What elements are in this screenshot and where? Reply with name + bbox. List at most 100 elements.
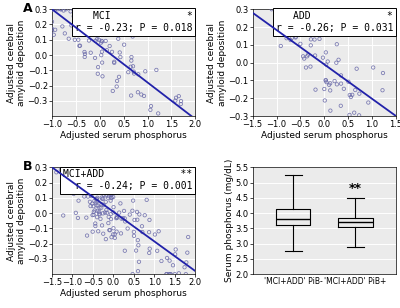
Point xyxy=(184,250,190,255)
Point xyxy=(183,272,189,277)
Point xyxy=(346,112,353,117)
Point xyxy=(122,248,128,253)
Point xyxy=(74,167,81,172)
Point xyxy=(113,229,120,234)
Point xyxy=(172,98,178,103)
Point xyxy=(50,32,57,37)
Point xyxy=(77,176,84,181)
X-axis label: Adjusted serum phosphorus: Adjusted serum phosphorus xyxy=(261,131,388,140)
Point xyxy=(124,226,131,231)
Point xyxy=(158,258,165,263)
Point xyxy=(327,81,333,86)
Point xyxy=(83,30,90,35)
Point xyxy=(88,22,95,27)
Point xyxy=(49,19,55,24)
Point xyxy=(86,176,93,181)
Point xyxy=(83,215,90,220)
Point xyxy=(129,208,136,213)
Point xyxy=(146,217,153,222)
Point xyxy=(92,221,98,226)
Point xyxy=(164,256,170,261)
Point xyxy=(287,38,294,43)
Point xyxy=(326,82,332,87)
Point xyxy=(94,37,100,42)
Point xyxy=(118,216,125,221)
Point xyxy=(91,7,98,12)
Point xyxy=(63,7,69,12)
Point xyxy=(86,21,93,26)
Point xyxy=(135,72,142,77)
Point xyxy=(278,43,284,48)
Point xyxy=(89,9,96,14)
Point xyxy=(70,14,77,19)
Point xyxy=(176,271,182,276)
Point xyxy=(98,40,104,45)
Point xyxy=(126,212,133,217)
Point xyxy=(58,7,64,12)
Point xyxy=(106,43,113,48)
Point xyxy=(163,272,170,277)
Point xyxy=(111,19,117,24)
Point xyxy=(120,216,126,221)
Point xyxy=(170,263,176,268)
Point xyxy=(70,192,77,197)
Point xyxy=(146,250,152,255)
Point xyxy=(131,71,137,76)
Point xyxy=(311,37,318,42)
Point xyxy=(135,90,141,95)
Point xyxy=(74,17,80,22)
Point xyxy=(122,216,128,221)
Point xyxy=(102,210,108,215)
Point xyxy=(111,171,118,176)
Point xyxy=(284,32,290,37)
Point xyxy=(134,217,140,222)
Point xyxy=(90,229,96,234)
Point xyxy=(88,50,94,55)
Point xyxy=(88,192,94,197)
Point xyxy=(94,209,101,213)
Point xyxy=(79,25,86,30)
Point xyxy=(75,216,81,221)
Point xyxy=(92,166,99,171)
Point xyxy=(96,209,102,214)
Point xyxy=(100,196,106,201)
Y-axis label: Adjusted cerebral
amyloid deposition: Adjusted cerebral amyloid deposition xyxy=(208,19,227,106)
Point xyxy=(60,213,66,218)
Y-axis label: Adjusted cerebral
amyloid deposition: Adjusted cerebral amyloid deposition xyxy=(7,177,26,264)
Point xyxy=(99,74,106,79)
Point xyxy=(356,113,362,118)
Point xyxy=(114,84,120,89)
Point xyxy=(99,39,105,44)
Point xyxy=(178,102,184,107)
Point xyxy=(112,190,119,195)
Point xyxy=(273,10,280,15)
Point xyxy=(173,95,179,100)
Point xyxy=(130,34,136,39)
Point xyxy=(348,95,354,99)
Point xyxy=(338,73,344,78)
Point xyxy=(345,79,352,84)
Point xyxy=(111,59,118,64)
Point xyxy=(185,235,191,240)
Point xyxy=(142,69,148,74)
Point xyxy=(82,165,88,170)
Point xyxy=(118,231,124,236)
Point xyxy=(334,82,340,87)
Point xyxy=(135,238,141,243)
Point xyxy=(138,92,144,97)
Point xyxy=(172,252,178,257)
Point xyxy=(320,18,326,23)
Point xyxy=(172,272,178,277)
Point xyxy=(99,60,105,65)
Point xyxy=(92,38,99,43)
Point xyxy=(90,213,97,217)
Point xyxy=(85,194,91,199)
Point xyxy=(338,81,344,86)
Text: **: ** xyxy=(349,182,362,195)
Text: B: B xyxy=(23,160,33,173)
Point xyxy=(86,189,92,194)
Point xyxy=(106,16,112,21)
Point xyxy=(72,26,79,31)
Point xyxy=(96,205,103,210)
Point xyxy=(144,197,150,202)
